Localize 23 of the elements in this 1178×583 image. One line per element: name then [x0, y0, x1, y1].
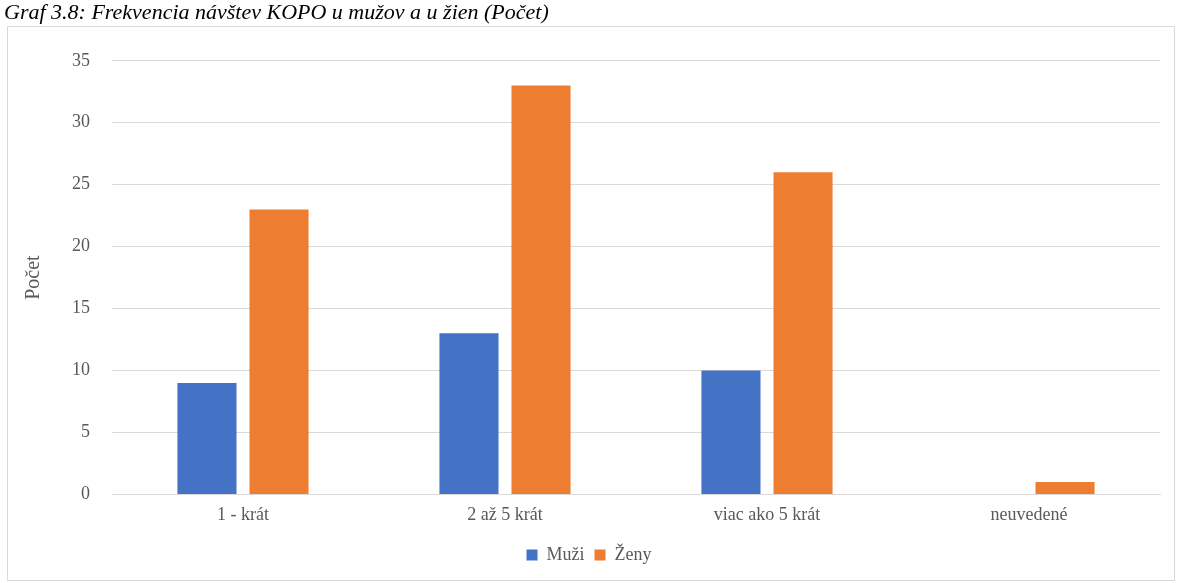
bar	[249, 209, 309, 494]
legend-label: Muži	[546, 543, 585, 564]
x-tick-label: viac ako 5 krát	[713, 503, 821, 524]
y-tick-label: 0	[81, 483, 90, 504]
y-tick-label: 30	[72, 111, 90, 132]
y-tick-label: 15	[72, 297, 90, 318]
bar	[1035, 482, 1095, 494]
y-tick-label: 10	[72, 359, 90, 380]
y-axis-title: Počet	[21, 254, 44, 300]
bar	[177, 382, 237, 494]
y-tick-label: 20	[72, 235, 90, 256]
bar	[701, 370, 761, 494]
x-tick-label: 1 - krát	[217, 503, 269, 524]
x-tick-label: neuvedené	[990, 503, 1068, 524]
y-tick-label: 35	[72, 49, 90, 70]
bar	[773, 172, 833, 494]
legend-label: Ženy	[614, 542, 652, 564]
bar	[511, 85, 571, 494]
bar	[439, 333, 499, 494]
x-tick-label: 2 až 5 krát	[467, 503, 543, 524]
chart-title: Graf 3.8: Frekvencia návštev KOPO u mužov a u žien (Počet)	[4, 0, 549, 24]
y-tick-label: 5	[81, 421, 90, 442]
y-tick-label: 25	[72, 173, 90, 194]
